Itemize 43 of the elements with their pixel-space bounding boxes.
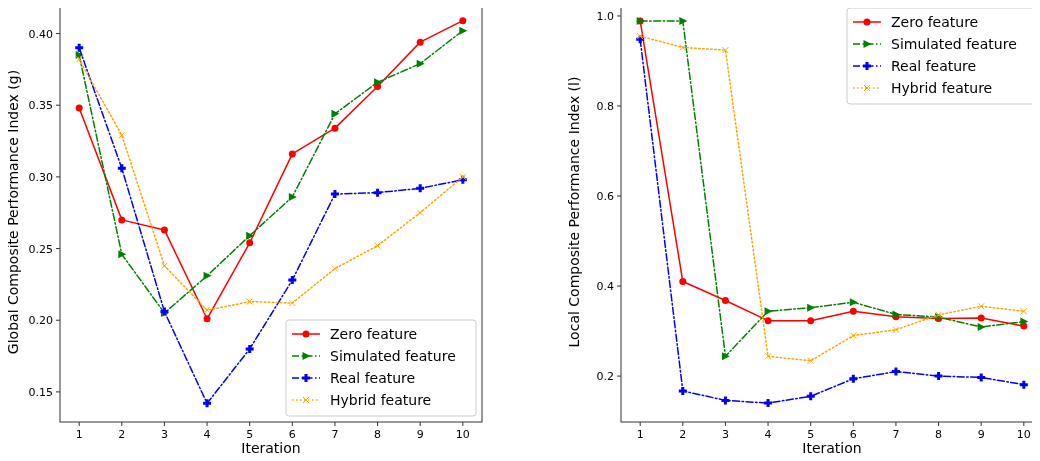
x-tick-label: 5 (246, 428, 254, 441)
x-tick-label: 5 (807, 428, 815, 441)
y-tick-label: 0.25 (28, 242, 53, 256)
x-tick-label: 2 (679, 428, 687, 441)
legend-label: Zero feature (330, 326, 418, 342)
x-tick-label: 2 (118, 428, 126, 441)
x-tick-label: 1 (636, 428, 644, 441)
y-tick-label: 0.8 (596, 99, 614, 113)
x-tick-label: 4 (203, 428, 211, 441)
y-tick-label: 0.30 (28, 170, 53, 184)
y-tick-label: 0.4 (596, 280, 614, 294)
x-axis-title: Iteration (802, 440, 862, 456)
y-tick-label: 0.2 (596, 370, 614, 384)
x-tick-label: 7 (331, 428, 339, 441)
x-tick-label: 6 (288, 428, 296, 441)
legend-label: Hybrid feature (330, 392, 432, 408)
y-tick-label: 0.15 (28, 385, 53, 399)
x-tick-label: 1 (75, 428, 83, 441)
x-tick-label: 8 (935, 428, 943, 441)
y-axis-title: Local Composite Performance Index (l) (566, 76, 582, 348)
legend-label: Real feature (891, 58, 977, 74)
x-tick-label: 4 (764, 428, 772, 441)
x-tick-label: 9 (416, 428, 424, 441)
y-tick-label: 0.35 (28, 99, 53, 113)
x-axis-title: Iteration (241, 440, 301, 456)
legend-label: Simulated feature (330, 348, 456, 364)
legend-label: Simulated feature (891, 36, 1017, 52)
y-tick-label: 0.6 (596, 190, 614, 204)
x-tick-label: 8 (374, 428, 382, 441)
x-tick-label: 3 (721, 428, 729, 441)
x-tick-label: 7 (892, 428, 900, 441)
x-tick-label: 10 (455, 428, 470, 441)
legend-label: Hybrid feature (891, 80, 993, 96)
legend-label: Zero feature (891, 14, 979, 30)
y-tick-label: 0.20 (28, 314, 53, 328)
y-axis-title: Global Composite Performance Index (g) (5, 69, 21, 355)
x-tick-label: 3 (160, 428, 168, 441)
y-tick-label: 1.0 (596, 9, 614, 23)
x-tick-label: 10 (1016, 428, 1031, 441)
x-tick-label: 9 (977, 428, 985, 441)
legend-label: Real feature (330, 370, 416, 386)
x-tick-label: 6 (849, 428, 857, 441)
y-tick-label: 0.40 (28, 27, 53, 41)
